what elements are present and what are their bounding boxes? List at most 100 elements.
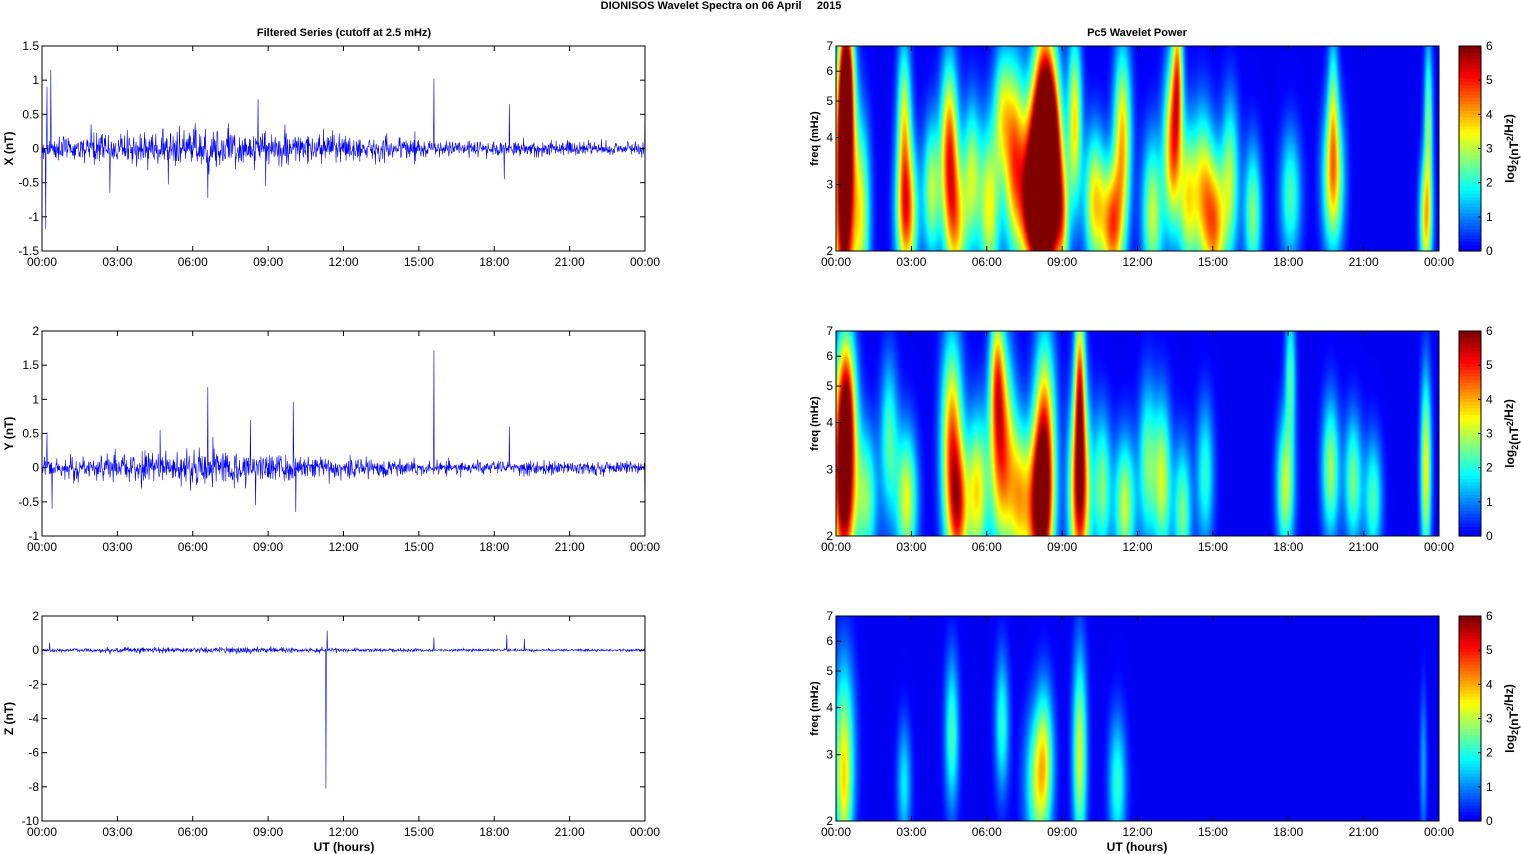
- spec-2-xtick-label: 06:00: [972, 540, 1002, 554]
- colorbar-swatch: [1459, 718, 1481, 723]
- colorbar-swatch: [1459, 439, 1481, 444]
- colorbar-tick-label: 5: [1486, 358, 1493, 372]
- colorbar-swatch: [1459, 750, 1481, 755]
- colorbar-tick-label: 3: [1486, 142, 1493, 156]
- colorbar-swatch: [1459, 388, 1481, 393]
- colorbar-swatch: [1459, 385, 1481, 390]
- freq-tick-label: 2: [826, 244, 833, 258]
- colorbar-label-part: log: [1503, 165, 1517, 183]
- spec-1-xtick-label: 15:00: [1198, 255, 1228, 269]
- ytick-label: -0.5: [18, 176, 39, 190]
- colorbar-swatch: [1459, 347, 1481, 351]
- ytick-label: 1.5: [22, 39, 39, 53]
- ytick-label: 0.5: [22, 427, 39, 441]
- colorbar-swatch: [1459, 721, 1481, 726]
- ytick-label: -1: [28, 210, 39, 224]
- colorbar-tick-label: 2: [1486, 461, 1493, 475]
- colorbar-swatch: [1459, 734, 1481, 739]
- ytick-label: -1: [28, 529, 39, 543]
- colorbar-swatch: [1459, 503, 1481, 508]
- line-x-xtick-label: 15:00: [404, 255, 434, 269]
- colorbar-swatch: [1459, 151, 1481, 156]
- line-y-xtick-label: 00:00: [27, 540, 57, 554]
- spec-1-xtick-label: 00:00: [1424, 255, 1454, 269]
- ytick-label: -2: [28, 677, 39, 691]
- colorbar-swatch: [1459, 436, 1481, 441]
- colorbar-swatch: [1459, 100, 1481, 105]
- ytick-label: 1.5: [22, 358, 39, 372]
- freq-tick-label: 4: [826, 701, 833, 715]
- colorbar-swatch: [1459, 500, 1481, 505]
- colorbar-swatch: [1459, 497, 1481, 502]
- series-line-y: [41, 350, 646, 519]
- colorbar-swatch: [1459, 52, 1481, 57]
- colorbar-swatch: [1459, 644, 1481, 649]
- freq-tick-label: 3: [826, 748, 833, 762]
- colorbar-swatch: [1459, 433, 1481, 438]
- colorbar-swatch: [1459, 126, 1481, 130]
- ytick-label: -0.5: [18, 495, 39, 509]
- colorbar-swatch: [1459, 804, 1481, 809]
- line-y-xtick-label: 09:00: [253, 540, 283, 554]
- colorbar-swatch: [1459, 660, 1481, 665]
- line-z-xtick-label: 09:00: [253, 825, 283, 839]
- colorbar-tick-label: 6: [1486, 609, 1493, 623]
- line-z-xtick-label: 00:00: [630, 825, 660, 839]
- line-x-xtick-label: 00:00: [27, 255, 57, 269]
- colorbar-swatch: [1459, 712, 1481, 716]
- spec-3-xtick-label: 00:00: [1424, 825, 1454, 839]
- spec-3-xtick-label: 06:00: [972, 825, 1002, 839]
- colorbar-swatch: [1459, 494, 1481, 499]
- colorbar-swatch: [1459, 167, 1481, 172]
- colorbar-swatch: [1459, 673, 1481, 678]
- line-y-xtick-label: 12:00: [328, 540, 358, 554]
- colorbar-swatch: [1459, 427, 1481, 431]
- ytick-label: 0: [32, 643, 39, 657]
- colorbar-swatch: [1459, 209, 1481, 214]
- colorbar-swatch: [1459, 696, 1481, 700]
- colorbar-tick-label: 6: [1486, 324, 1493, 338]
- colorbar-swatch: [1459, 190, 1481, 194]
- colorbar-swatch: [1459, 763, 1481, 768]
- colorbar-swatch: [1459, 97, 1481, 102]
- colorbar-swatch: [1459, 241, 1481, 246]
- colorbar-swatch: [1459, 760, 1481, 764]
- freq-tick-label: 6: [826, 634, 833, 648]
- line-z-xtick-label: 12:00: [328, 825, 358, 839]
- colorbar-swatch: [1459, 116, 1481, 121]
- colorbar-label-part: /Hz): [1502, 114, 1516, 136]
- freq-tick-label: 4: [826, 416, 833, 430]
- freq-tick-label: 7: [826, 324, 833, 338]
- colorbar-swatch: [1459, 744, 1481, 748]
- line-x-xtick-label: 12:00: [328, 255, 358, 269]
- colorbar-swatch: [1459, 657, 1481, 662]
- colorbar-swatch: [1459, 638, 1481, 643]
- colorbar-swatch: [1459, 58, 1481, 63]
- colorbar-swatch: [1459, 801, 1481, 806]
- colorbar-swatch: [1459, 654, 1481, 659]
- colorbar-swatch: [1459, 129, 1481, 134]
- colorbar-label: log2(nT2/Hz): [1502, 114, 1521, 183]
- colorbar-swatch: [1459, 337, 1481, 342]
- colorbar-tick-label: 4: [1486, 392, 1493, 406]
- colorbar-swatch: [1459, 206, 1481, 210]
- colorbar-swatch: [1459, 798, 1481, 803]
- colorbar-swatch: [1459, 138, 1481, 143]
- colorbar-swatch: [1459, 238, 1481, 242]
- colorbar-label-part: log: [1503, 735, 1517, 753]
- colorbar-tick-label: 4: [1486, 677, 1493, 691]
- colorbar-swatch: [1459, 776, 1481, 780]
- line-y-xtick-label: 06:00: [178, 540, 208, 554]
- colorbar-swatch: [1459, 170, 1481, 175]
- line-y-xtick-label: 03:00: [102, 540, 132, 554]
- freq-axis-label: freq (mHz): [809, 396, 821, 451]
- colorbar-swatch: [1459, 65, 1481, 70]
- spec-3-xtick-label: 09:00: [1047, 825, 1077, 839]
- colorbar-swatch: [1459, 186, 1481, 191]
- colorbar-swatch: [1459, 401, 1481, 406]
- ytick-label: -6: [28, 746, 39, 760]
- colorbar-swatch: [1459, 459, 1481, 463]
